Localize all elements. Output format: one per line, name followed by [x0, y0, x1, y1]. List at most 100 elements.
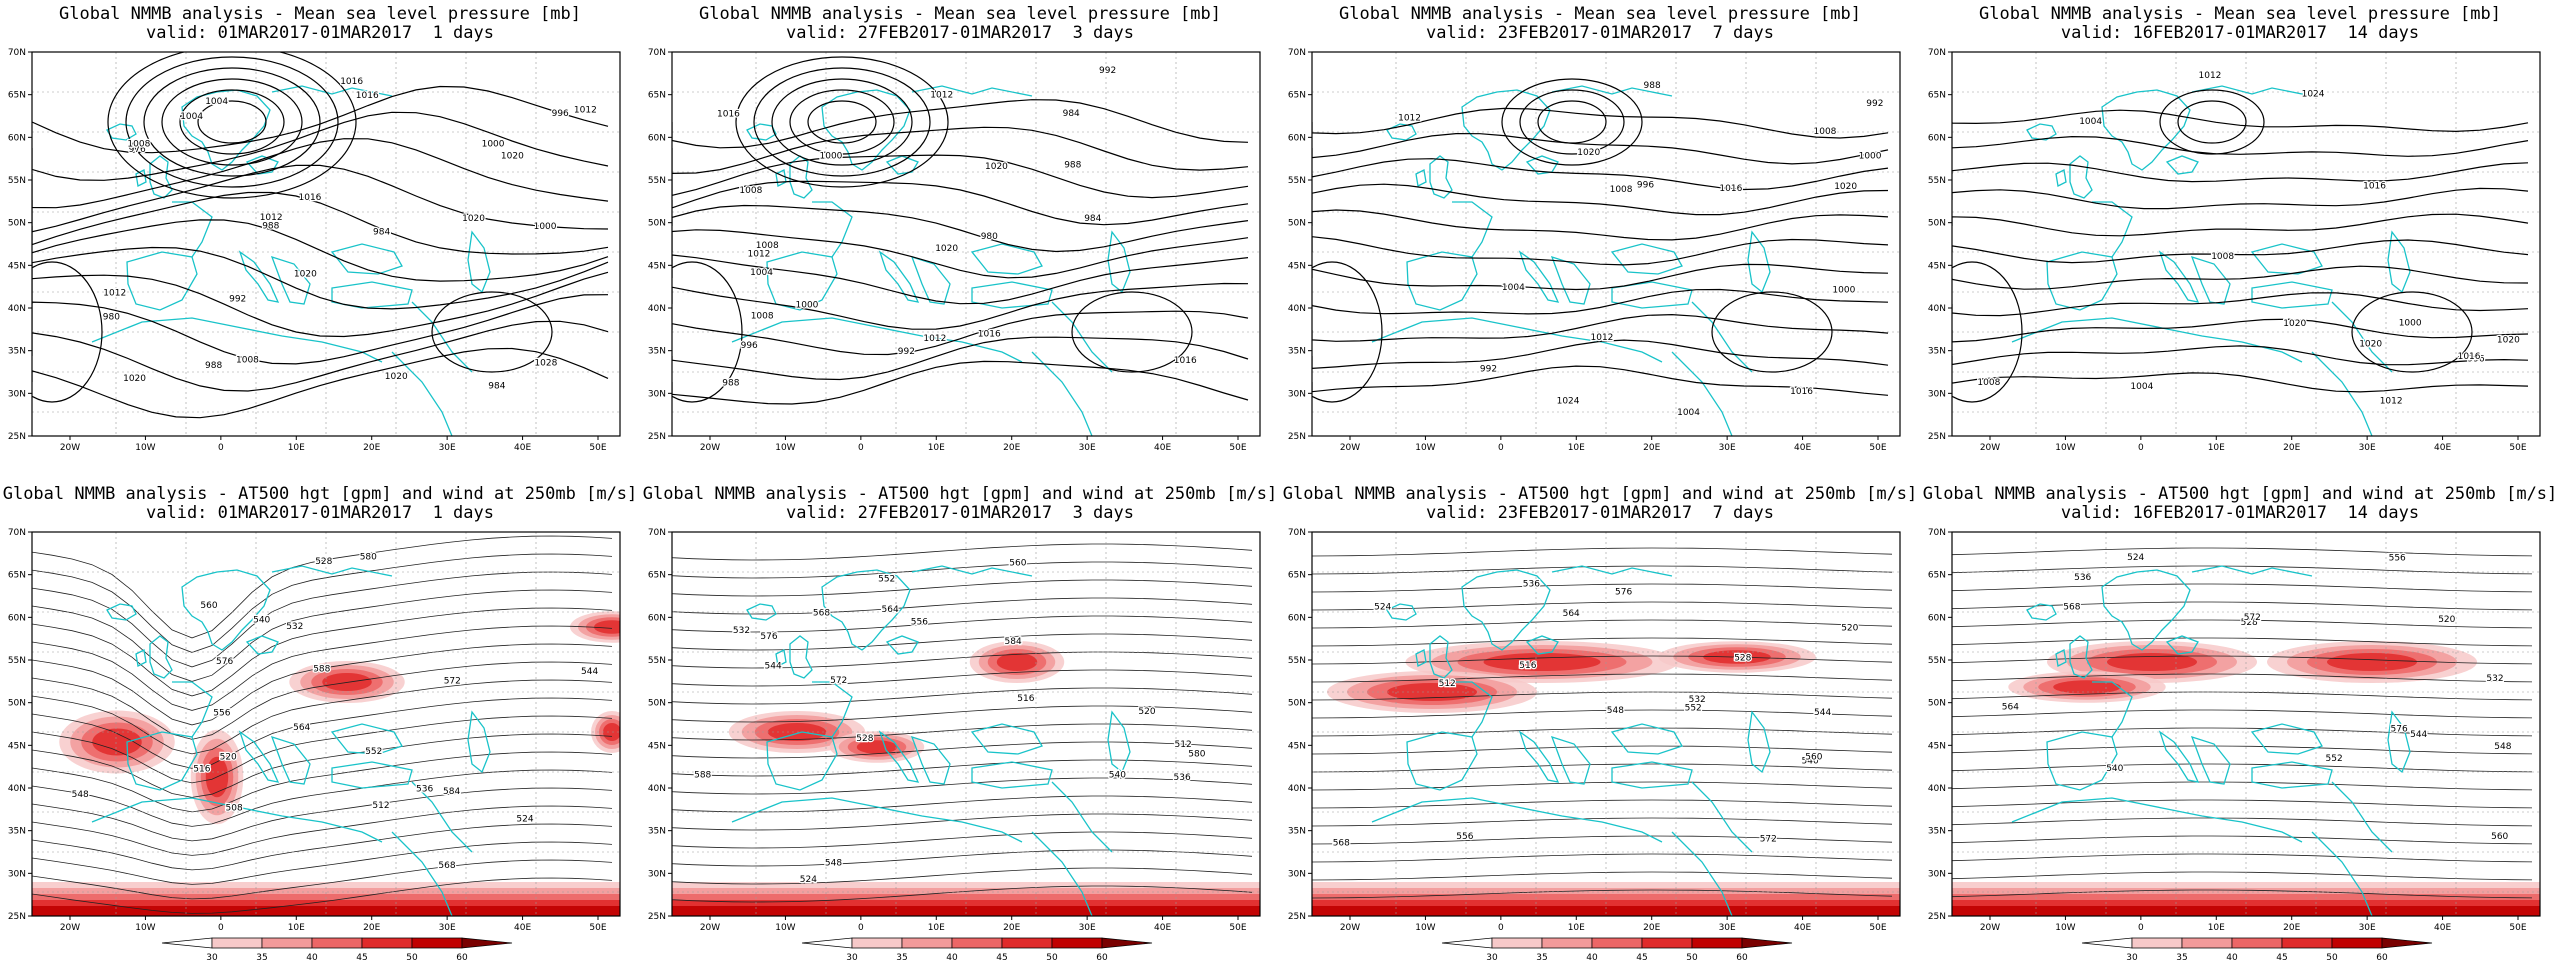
panel-title: Global NMMB analysis - AT500 hgt [gpm] a…: [1922, 484, 2558, 504]
coastline: [391, 831, 453, 916]
contour-label: 536: [1174, 773, 1191, 783]
colorbar-swatch: [1001, 937, 1053, 949]
coastline: [135, 635, 173, 679]
coastline: [910, 255, 951, 305]
lat-tick-label: 65N: [1928, 571, 1946, 581]
colorbar-tick-label: 45: [996, 953, 1007, 960]
wind-shade: [92, 728, 142, 756]
contour-label: 540: [2106, 764, 2123, 774]
colorbar-tick-label: 30: [206, 953, 218, 960]
contour-label: 564: [1563, 609, 1580, 619]
coastline: [331, 281, 413, 309]
contour-label: 980: [103, 312, 120, 322]
lat-tick-label: 45N: [648, 261, 666, 271]
contour-label: 1008: [1610, 185, 1633, 195]
map-panel-z500-3: Global NMMB analysis - AT500 hgt [gpm] a…: [640, 480, 1280, 960]
colorbar-swatch: [851, 937, 903, 949]
coastline: [2387, 710, 2411, 774]
lon-tick-label: 10W: [775, 443, 795, 453]
lat-tick-label: 45N: [1288, 261, 1306, 271]
contour-label: 552: [2326, 754, 2343, 764]
lon-tick-label: 40E: [1154, 923, 1171, 933]
coastline: [2046, 731, 2118, 791]
coastline: [911, 565, 1033, 577]
lat-tick-label: 30N: [1928, 869, 1946, 879]
lat-tick-label: 50N: [1288, 699, 1306, 709]
contour-label: 532: [733, 626, 750, 636]
lon-tick-label: 20W: [1340, 443, 1360, 453]
contour-label: 584: [1005, 637, 1022, 647]
lon-tick-label: 10E: [2208, 443, 2225, 453]
coastline: [1550, 735, 1591, 785]
contour-label: 988: [205, 361, 222, 371]
contour-label: 1020: [2359, 339, 2382, 349]
colorbar-swatch: [1491, 937, 1543, 949]
contour-label: 988: [1644, 81, 1661, 91]
coastline: [885, 155, 919, 175]
contour-label: 564: [293, 723, 310, 733]
coastline: [1107, 230, 1131, 294]
wind-shade: [2107, 653, 2197, 671]
plot-frame: [1311, 51, 1901, 437]
panel-valid-period: valid: 16FEB2017-01MAR2017 14 days: [2060, 503, 2420, 523]
coastline: [2331, 781, 2393, 853]
colorbar-tick-label: 60: [2376, 953, 2388, 960]
lat-tick-label: 35N: [648, 827, 666, 837]
contour-label: 552: [1685, 703, 1702, 713]
coastline: [2190, 255, 2231, 305]
contour-label: 1008: [127, 140, 150, 150]
colorbar-tick-label: 40: [306, 953, 318, 960]
colorbar-tick-label: 35: [896, 953, 907, 960]
lon-tick-label: 10W: [1415, 923, 1435, 933]
coastline: [1525, 155, 1559, 175]
contour-label: 572: [444, 677, 461, 687]
contour-label: 548: [72, 790, 89, 800]
colorbar-swatch: [1541, 937, 1593, 949]
contour-label: 1016: [340, 77, 363, 87]
lon-tick-label: 0: [2138, 443, 2144, 453]
contour-label: 564: [2002, 703, 2019, 713]
lat-tick-label: 50N: [1288, 219, 1306, 229]
colorbar-swatch: [411, 937, 463, 949]
colorbar-swatch: [801, 937, 853, 949]
lon-tick-label: 50E: [589, 443, 606, 453]
colorbar-swatch: [1741, 937, 1793, 949]
lat-tick-label: 45N: [648, 741, 666, 751]
coastline: [766, 251, 838, 311]
lon-tick-label: 0: [218, 923, 224, 933]
lat-tick-label: 65N: [8, 571, 26, 581]
coastline: [391, 351, 453, 436]
contour-label: 560: [1805, 753, 1822, 763]
wind-shade: [322, 673, 372, 691]
coastline: [1518, 250, 1560, 303]
map-panel-mslp-3: Global NMMB analysis - Mean sea level pr…: [640, 0, 1280, 480]
lon-tick-label: 30E: [1079, 443, 1096, 453]
coastline: [411, 301, 473, 373]
colorbar-swatch: [1101, 937, 1153, 949]
wind-colorbar: 30 35 40 45 50 60: [161, 937, 513, 960]
contour-label: 996: [1637, 181, 1654, 191]
contour-label: 544: [765, 662, 782, 672]
contour-label: 1028: [534, 358, 557, 368]
coastline: [885, 635, 919, 655]
contour-label: 988: [1064, 160, 1081, 170]
contour-label: 1000: [820, 152, 843, 162]
colorbar-tick-label: 40: [946, 953, 958, 960]
colorbar-swatch: [261, 937, 313, 949]
colorbar-swatch: [2181, 937, 2233, 949]
lon-tick-label: 40E: [1794, 923, 1811, 933]
coastline: [106, 123, 137, 141]
lon-tick-label: 30E: [1079, 923, 1096, 933]
lon-tick-label: 20E: [1003, 443, 1020, 453]
lon-tick-label: 10E: [1568, 443, 1585, 453]
contour-label: 580: [1188, 750, 1205, 760]
lat-tick-label: 55N: [648, 176, 666, 186]
coastline: [2101, 89, 2191, 171]
coastline: [1671, 351, 1733, 436]
coastline: [271, 85, 393, 97]
map-panel-z500-7: Global NMMB analysis - AT500 hgt [gpm] a…: [1280, 480, 1920, 960]
contour-label: 1000: [1859, 151, 1882, 161]
contour-label: 536: [1523, 579, 1540, 589]
coastline: [731, 797, 1023, 843]
wind-shade: [32, 906, 620, 916]
